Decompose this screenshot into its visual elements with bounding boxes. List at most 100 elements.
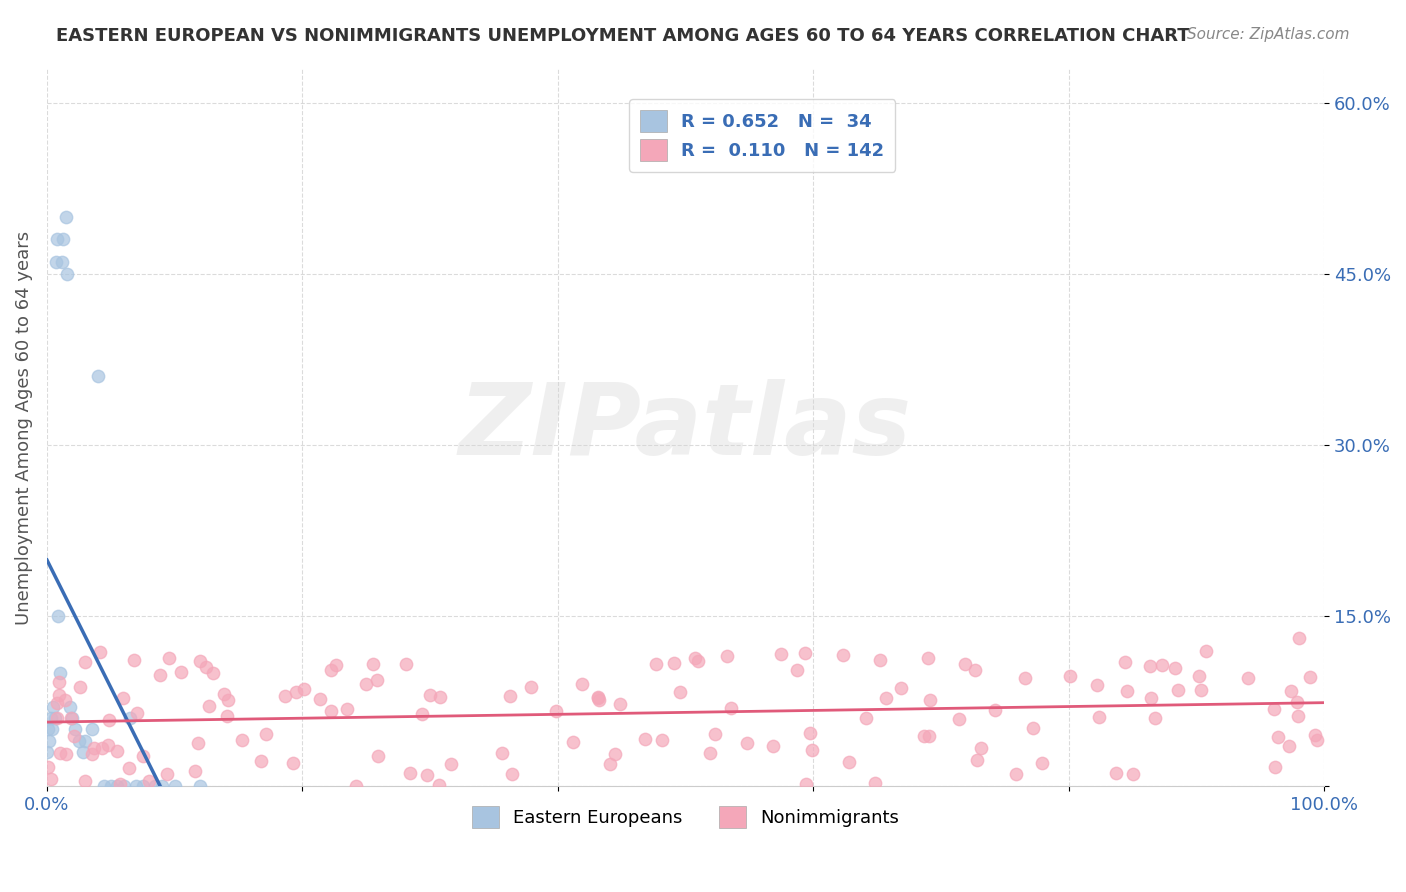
Point	[1122, 766, 1144, 780]
Point	[1085, 678, 1108, 692]
Point	[319, 705, 342, 719]
Point	[122, 653, 145, 667]
Point	[132, 748, 155, 763]
Point	[1139, 659, 1161, 673]
Point	[75, 774, 97, 789]
Point	[49, 747, 72, 761]
Point	[194, 659, 217, 673]
Point	[984, 703, 1007, 717]
Point	[112, 691, 135, 706]
Point	[1116, 684, 1139, 698]
Legend: Eastern Europeans, Nonimmigrants: Eastern Europeans, Nonimmigrants	[464, 798, 907, 835]
Point	[890, 681, 912, 695]
Point	[953, 657, 976, 672]
Point	[1195, 644, 1218, 658]
Point	[737, 736, 759, 750]
Point	[231, 732, 253, 747]
Point	[399, 765, 422, 780]
Point	[105, 780, 128, 794]
Point	[634, 731, 657, 746]
Point	[80, 723, 103, 737]
Point	[87, 369, 110, 384]
Point	[125, 780, 148, 794]
Point	[56, 267, 79, 281]
Point	[793, 647, 815, 661]
Point	[1303, 728, 1326, 742]
Point	[55, 210, 77, 224]
Point	[93, 780, 115, 794]
Point	[546, 704, 568, 718]
Point	[112, 780, 135, 794]
Point	[918, 729, 941, 743]
Point	[831, 648, 853, 662]
Point	[38, 734, 60, 748]
Point	[367, 748, 389, 763]
Point	[588, 693, 610, 707]
Point	[1031, 756, 1053, 771]
Point	[1167, 683, 1189, 698]
Point	[82, 747, 104, 761]
Point	[83, 740, 105, 755]
Point	[499, 689, 522, 703]
Point	[603, 747, 626, 761]
Point	[1237, 671, 1260, 685]
Text: EASTERN EUROPEAN VS NONIMMIGRANTS UNEMPLOYMENT AMONG AGES 60 TO 64 YEARS CORRELA: EASTERN EUROPEAN VS NONIMMIGRANTS UNEMPL…	[56, 27, 1189, 45]
Point	[45, 696, 67, 710]
Point	[599, 757, 621, 772]
Point	[118, 711, 141, 725]
Point	[212, 687, 235, 701]
Text: ZIPatlas: ZIPatlas	[458, 379, 912, 476]
Point	[1164, 661, 1187, 675]
Point	[1088, 709, 1111, 723]
Point	[586, 690, 609, 705]
Point	[918, 693, 941, 707]
Point	[1005, 766, 1028, 780]
Point	[108, 777, 131, 791]
Point	[201, 665, 224, 680]
Point	[669, 685, 692, 699]
Point	[59, 711, 82, 725]
Point	[1114, 655, 1136, 669]
Point	[75, 655, 97, 669]
Point	[198, 698, 221, 713]
Point	[1298, 670, 1320, 684]
Point	[39, 711, 62, 725]
Point	[59, 699, 82, 714]
Point	[45, 255, 67, 269]
Y-axis label: Unemployment Among Ages 60 to 64 years: Unemployment Among Ages 60 to 64 years	[15, 230, 32, 624]
Point	[520, 680, 543, 694]
Point	[308, 691, 330, 706]
Point	[39, 772, 62, 787]
Point	[344, 779, 367, 793]
Point	[336, 702, 359, 716]
Point	[644, 657, 666, 671]
Point	[67, 734, 90, 748]
Point	[429, 690, 451, 704]
Point	[48, 688, 70, 702]
Point	[1264, 760, 1286, 774]
Point	[501, 766, 523, 780]
Point	[1306, 733, 1329, 747]
Point	[274, 690, 297, 704]
Point	[157, 651, 180, 665]
Point	[105, 744, 128, 758]
Point	[55, 747, 77, 761]
Point	[863, 776, 886, 790]
Point	[284, 685, 307, 699]
Point	[44, 711, 66, 725]
Point	[45, 711, 67, 725]
Point	[319, 664, 342, 678]
Point	[1143, 711, 1166, 725]
Point	[217, 693, 239, 707]
Point	[609, 697, 631, 711]
Point	[963, 663, 986, 677]
Text: Source: ZipAtlas.com: Source: ZipAtlas.com	[1187, 27, 1350, 42]
Point	[1286, 708, 1309, 723]
Point	[440, 757, 463, 772]
Point	[1188, 669, 1211, 683]
Point	[855, 711, 877, 725]
Point	[419, 688, 441, 702]
Point	[170, 665, 193, 680]
Point	[395, 657, 418, 671]
Point	[801, 743, 824, 757]
